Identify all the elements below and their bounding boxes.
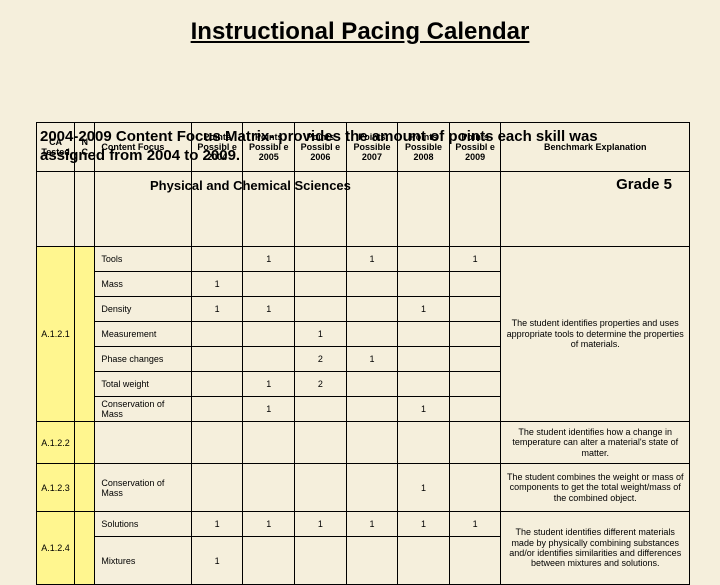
pts-cell: 1 [243, 372, 295, 397]
code-a123: A.1.2.3 [37, 464, 75, 512]
cf-cell: Phase changes [95, 347, 191, 372]
cf-cell: Mixtures [95, 537, 191, 585]
section-heading: Physical and Chemical Sciences [150, 178, 351, 193]
cf-cell: Tools [95, 247, 191, 272]
cf-cell: Total weight [95, 372, 191, 397]
cf-cell: Measurement [95, 322, 191, 347]
pts-cell: 1 [398, 397, 450, 422]
pts-cell: 1 [243, 297, 295, 322]
overlay-line2: assigned from 2004 to 2009. [40, 147, 240, 164]
pts-cell: 1 [449, 247, 501, 272]
nc-cell [75, 247, 95, 422]
cf-cell: Density [95, 297, 191, 322]
pts-cell: 1 [191, 512, 243, 537]
pts-cell: 2 [295, 372, 347, 397]
pacing-table: CA Tested N C Content Focus Points Possi… [36, 122, 690, 585]
pts-cell: 1 [346, 247, 398, 272]
exp-a124: The student identifies different materia… [501, 512, 690, 585]
pts-cell: 1 [191, 297, 243, 322]
code-a124: A.1.2.4 [37, 512, 75, 585]
code-a122: A.1.2.2 [37, 422, 75, 464]
exp-a121: The student identifies properties and us… [501, 247, 690, 422]
pts-cell: 1 [346, 512, 398, 537]
table-row: A.1.2.4 Solutions 1 1 1 1 1 1 The studen… [37, 512, 690, 537]
spacer-row [37, 172, 690, 247]
exp-a123: The student combines the weight or mass … [501, 464, 690, 512]
pts-cell: 1 [243, 247, 295, 272]
pts-cell: 1 [295, 512, 347, 537]
pts-cell: 1 [191, 272, 243, 297]
pts-cell: 1 [449, 512, 501, 537]
pts-cell: 1 [346, 347, 398, 372]
pts-cell: 1 [243, 512, 295, 537]
grade-label: Grade 5 [616, 176, 672, 193]
table-row: A.1.2.3 Conservation of Mass 1 The stude… [37, 464, 690, 512]
pts-cell: 1 [243, 397, 295, 422]
table-row: A.1.2.1 Tools 1 1 1 The student identifi… [37, 247, 690, 272]
code-a121: A.1.2.1 [37, 247, 75, 422]
cf-cell: Mass [95, 272, 191, 297]
cf-cell: Solutions [95, 512, 191, 537]
table-row: A.1.2.2 The student identifies how a cha… [37, 422, 690, 464]
page-title: Instructional Pacing Calendar [0, 0, 720, 46]
pts-cell: 1 [295, 322, 347, 347]
exp-a122: The student identifies how a change in t… [501, 422, 690, 464]
pts-cell: 2 [295, 347, 347, 372]
pacing-table-wrap: CA Tested N C Content Focus Points Possi… [36, 122, 690, 585]
pts-cell: 1 [191, 537, 243, 585]
overlay-line1: 2004-2009 Content Focus Matrix- provides… [40, 128, 598, 145]
pts-cell: 1 [398, 464, 450, 512]
pts-cell: 1 [398, 297, 450, 322]
pts-cell: 1 [398, 512, 450, 537]
cf-cell: Conservation of Mass [95, 397, 191, 422]
overlay-text: 2004-2009 Content Focus Matrix- provides… [40, 128, 690, 166]
cf-cell: Conservation of Mass [95, 464, 191, 512]
